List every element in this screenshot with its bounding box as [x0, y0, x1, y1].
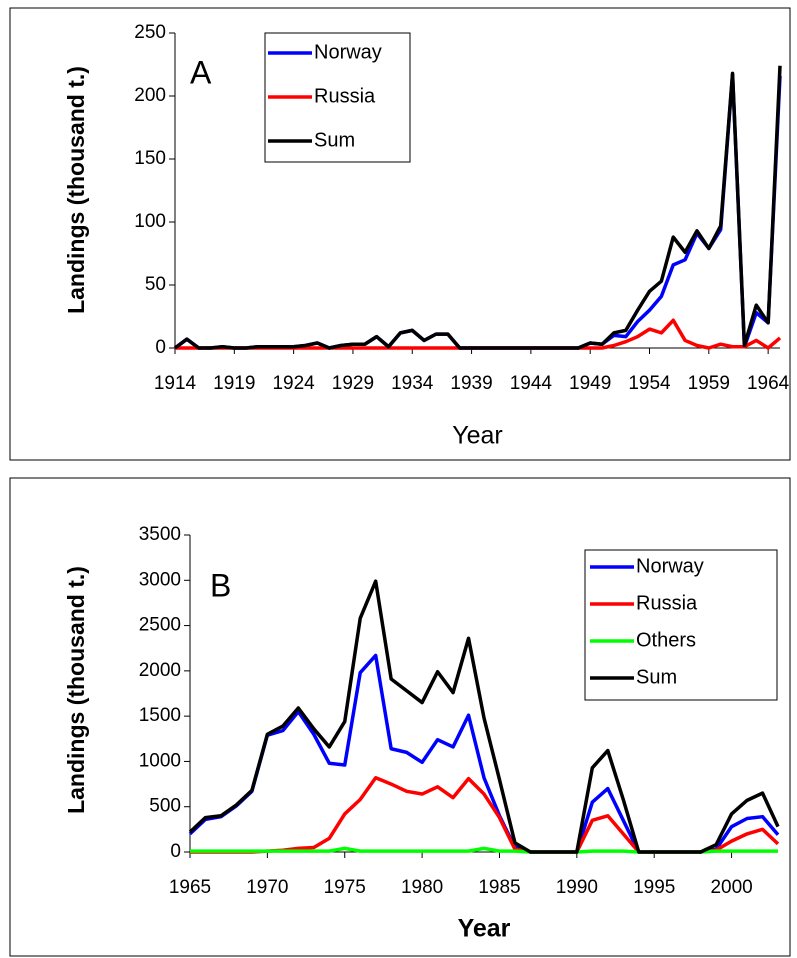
series-line	[188, 579, 780, 854]
x-axis-title: Year	[452, 422, 503, 450]
y-tick-label: 200	[134, 85, 166, 106]
x-tick-label: 1959	[688, 373, 730, 394]
x-tick-label: 1980	[401, 877, 443, 898]
x-tick-label: 1944	[510, 373, 553, 394]
x-tick-label: 2000	[710, 877, 752, 898]
legend-box	[584, 549, 778, 701]
x-tick-label: 1965	[169, 877, 211, 898]
x-tick-label: 1975	[324, 877, 366, 898]
x-tick-label: 1995	[633, 877, 675, 898]
y-axis-title: Landings (thousand t.)	[63, 66, 89, 314]
panel-label: A	[190, 54, 212, 90]
y-tick-label: 2500	[139, 615, 181, 636]
y-axis-title: Landings (thousand t.)	[63, 566, 89, 814]
legend-label: Sum	[636, 666, 677, 688]
x-tick-label: 1929	[332, 373, 374, 394]
legend-label: Norway	[636, 555, 704, 577]
x-tick-label: 1949	[569, 373, 611, 394]
legend-label: Sum	[314, 129, 355, 151]
y-tick-label: 250	[134, 22, 166, 43]
y-tick-label: 3500	[139, 524, 181, 545]
legend-label: Others	[636, 629, 696, 651]
y-tick-label: 3000	[139, 569, 181, 590]
x-tick-label: 1985	[478, 877, 520, 898]
y-tick-label: 0	[155, 337, 166, 358]
x-tick-label: 1970	[246, 877, 288, 898]
panel-label: B	[210, 567, 231, 603]
y-tick-label: 0	[170, 841, 181, 862]
y-tick-label: 150	[134, 148, 166, 169]
x-axis-title: Year	[458, 915, 511, 943]
y-tick-label: 500	[149, 796, 181, 817]
x-tick-label: 1924	[272, 373, 315, 394]
x-tick-label: 1939	[450, 373, 492, 394]
legend-label: Russia	[636, 592, 698, 614]
y-tick-label: 1000	[139, 750, 181, 771]
series-line	[173, 65, 782, 350]
x-tick-label: 1954	[628, 373, 671, 394]
x-tick-label: 1990	[556, 877, 598, 898]
x-tick-label: 1914	[154, 373, 197, 394]
y-tick-label: 2000	[139, 660, 181, 681]
x-tick-label: 1919	[213, 373, 255, 394]
x-tick-label: 1934	[391, 373, 434, 394]
x-tick-label: 1964	[747, 373, 790, 394]
y-tick-label: 100	[134, 211, 166, 232]
y-tick-label: 1500	[139, 705, 181, 726]
legend-label: Norway	[314, 41, 382, 63]
legend-label: Russia	[314, 85, 376, 107]
y-tick-label: 50	[145, 274, 166, 295]
